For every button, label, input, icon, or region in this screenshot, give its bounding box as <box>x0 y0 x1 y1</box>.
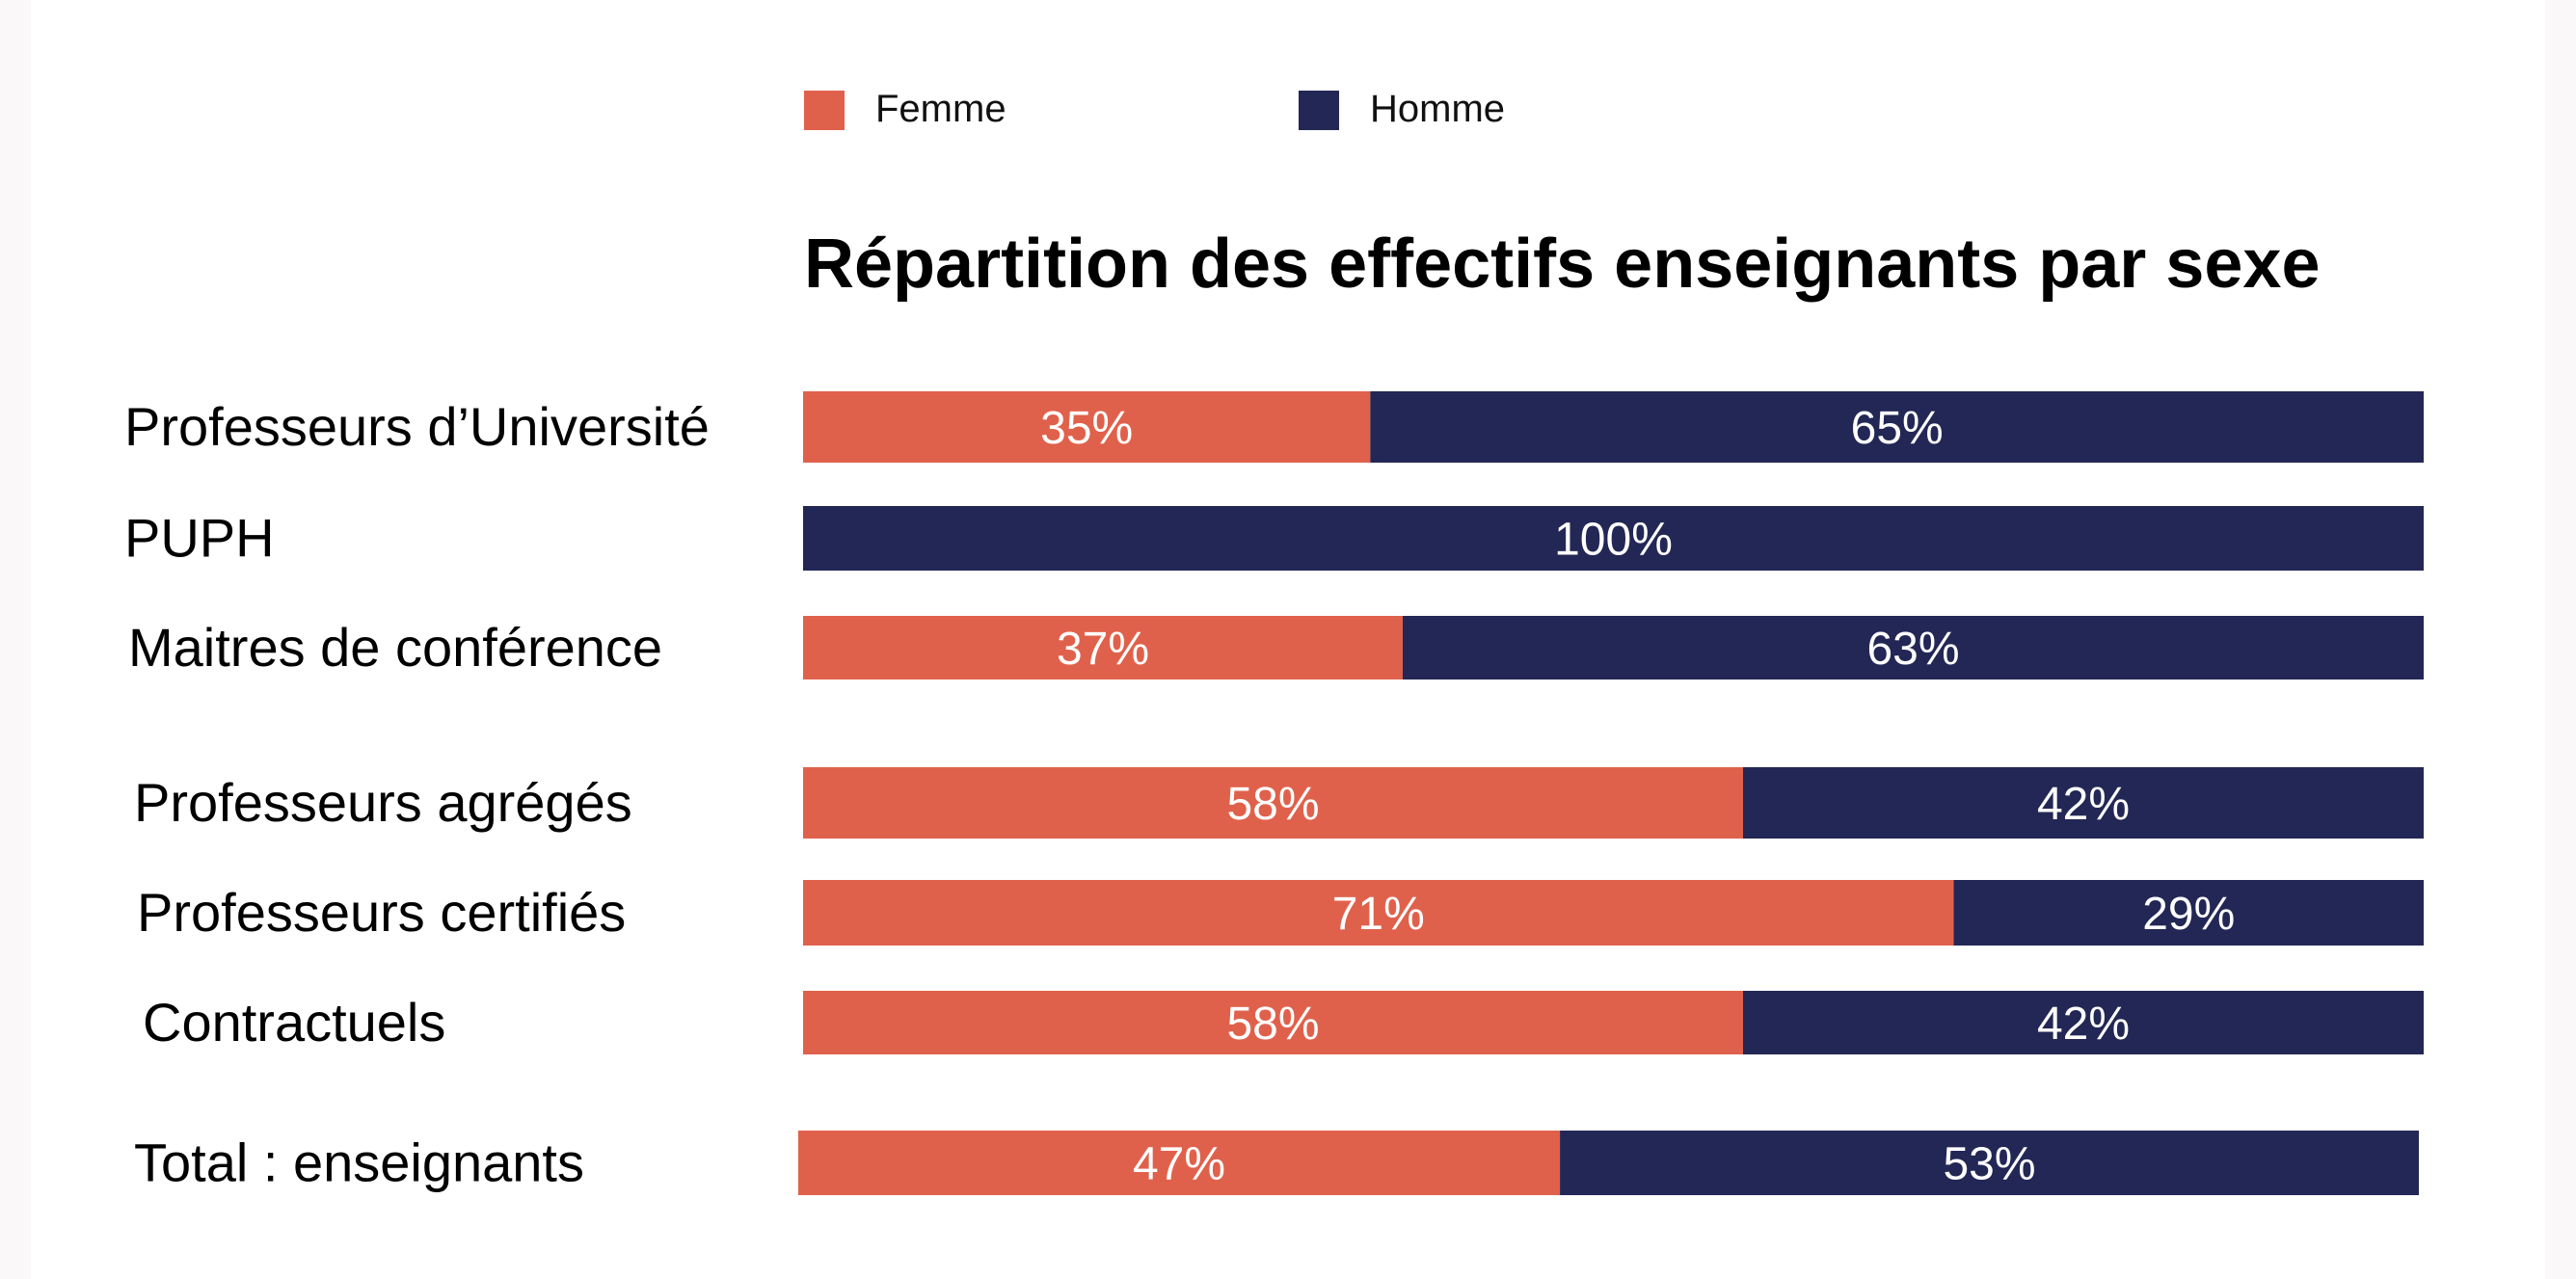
data-label: 100% <box>1554 515 1673 566</box>
legend-label-homme: Homme <box>1370 88 1505 130</box>
data-label: 37% <box>1057 624 1149 675</box>
legend-label-femme: Femme <box>875 88 1006 130</box>
bar-femme <box>803 391 1371 463</box>
data-label: 63% <box>1866 624 1959 675</box>
category-label: Professeurs d’Université <box>124 396 710 457</box>
data-label: 58% <box>1226 779 1319 830</box>
bar-homme <box>1370 391 2424 463</box>
bar-femme <box>798 1131 1561 1195</box>
bar-femme <box>803 991 1743 1054</box>
category-label: Total : enseignants <box>134 1132 584 1193</box>
data-label: 42% <box>2037 779 2130 830</box>
bar-homme <box>1742 767 2424 839</box>
legend-swatch-femme <box>804 91 845 130</box>
stacked-bar-chart: Femme Homme Répartition des effectifs ens… <box>124 88 2424 1195</box>
category-label: Maitres de conférence <box>128 617 662 678</box>
data-label: 29% <box>2142 889 2235 940</box>
category-label: PUPH <box>124 508 275 569</box>
chart-container: Femme Homme Répartition des effectifs ens… <box>31 0 2545 1279</box>
legend: Femme Homme <box>804 88 1505 130</box>
bar-femme <box>803 767 1743 839</box>
chart-title: Répartition des effectifs enseignants pa… <box>804 226 2321 303</box>
legend-swatch-homme <box>1299 91 1339 130</box>
bars: 35% 65% 100% 37% 63% 58% 42% 71% 29% 58% 42% 47% 53% <box>798 391 2424 1195</box>
bar-femme <box>803 616 1403 679</box>
data-label: 58% <box>1226 999 1319 1050</box>
category-label: Contractuels <box>143 992 445 1053</box>
bar-homme <box>1560 1131 2419 1195</box>
data-label: 47% <box>1133 1139 1225 1190</box>
category-label: Professeurs agrégés <box>134 772 632 833</box>
data-label: 71% <box>1332 889 1425 940</box>
data-label: 42% <box>2037 999 2130 1050</box>
data-label: 53% <box>1943 1139 2035 1190</box>
bar-homme <box>1953 880 2424 946</box>
bar-homme <box>803 506 2424 571</box>
bar-femme <box>803 880 1954 946</box>
bar-homme <box>1742 991 2424 1054</box>
category-labels: Professeurs d’Université PUPH Maitres de c… <box>124 396 710 1193</box>
data-label: 65% <box>1851 403 1944 454</box>
category-label: Professeurs certifiés <box>137 882 626 943</box>
bar-homme <box>1402 616 2424 679</box>
data-label: 35% <box>1040 403 1133 454</box>
